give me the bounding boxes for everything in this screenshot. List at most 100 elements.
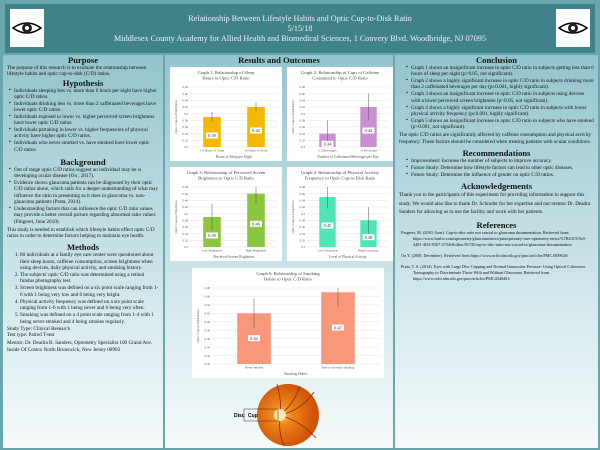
hypothesis-section: Hypothesis Individuals sleeping less vs.… [3,78,163,153]
chart-title-line2: Frequency to Optic Cup-to-Disk Ratio [305,176,376,181]
conclusion-item: Graph 1 shows an insignificant increase … [406,65,594,78]
y-tick-label: 0.32 [182,239,188,243]
conclusion-section: Conclusion Graph 1 shows an insignifican… [395,55,598,145]
hypothesis-item: Individuals who never smoked vs. have sm… [9,140,159,153]
y-tick-label: 0.4 [184,212,188,216]
graph-2-caffeine: Graph 2: Relationship of Cups of Caffein… [287,67,393,161]
background-text: This study is needed to establish which … [7,226,155,240]
y-tick-label: 0.48 [182,185,188,189]
hypothesis-item: Individuals partaking in lower vs. highe… [9,127,159,140]
data-label-bg [250,127,262,134]
y-axis-label: Optic Cup-to-Disk Ratio [291,200,295,234]
y-tick-label: 0.36 [299,125,305,129]
x-tick-label: ≤ 2 Beverages [318,149,337,153]
bar [203,217,221,247]
eye-logo-left [10,9,44,47]
hypothesis-item: Individuals sleeping less vs. more than … [9,88,159,101]
recommendation-item: Future Study: Determine the influence of… [406,172,594,179]
data-label: 0.47 [334,325,342,330]
mentor-info: Mentor: Dr. Deadra R. Sanders, Optometry… [7,340,152,353]
y-tick-label: 0.3 [184,145,188,149]
chart-title-line1: Graph 1: Relationship of Sleep [198,70,256,75]
x-axis-label: Hours of Sleep per Night [216,155,252,159]
y-tick-label: 0.32 [299,139,305,143]
y-tick-label: 0.32 [182,139,188,143]
recommendations-heading: Recommendations [462,147,531,158]
method-step: 80 individuals at a family eye care cent… [20,252,159,271]
data-label: 0.42 [252,128,260,133]
y-tick-label: 0.32 [299,239,305,243]
method-step: Smoking was defined on a 4 point scale r… [20,312,159,325]
cup-label: Cup [248,413,258,419]
background-item: Out of range optic C/D ratios suggest an… [9,167,159,180]
y-tick-label: 0.38 [299,219,305,223]
graph-4-physical-activity: Graph 4: Relationship of Physical Activi… [287,167,393,261]
purpose-text: The purpose of this research is to evalu… [7,65,147,78]
hypothesis-heading: Hypothesis [62,77,104,88]
data-label-bg [321,140,334,147]
x-tick-label: Never smoked [245,366,264,370]
y-tick-label: 0.4 [184,112,188,116]
y-tick-label: 0.34 [182,232,188,236]
data-label-bg [332,324,344,331]
y-tick-label: 0.34 [299,232,305,236]
hypothesis-item: Individuals drinking less vs. more than … [9,101,159,114]
y-tick-label: 0.42 [299,105,305,109]
eye-icon [558,22,588,34]
conclusion-text: The optic C/D ratios are significantly a… [399,132,591,145]
y-tick-label: 0.32 [204,354,210,358]
x-axis-label: Smoking Habits [284,372,308,376]
x-tick-label: High Frequency [358,249,379,253]
conclusion-heading: Conclusion [475,55,518,65]
y-tick-label: 0.3 [301,145,305,149]
x-tick-label: ≤ 6 Hours of Sleep [200,149,224,153]
y-tick-label: 0.48 [299,85,305,89]
y-tick-label: 0.44 [299,199,305,203]
y-tick-label: 0.42 [299,205,305,209]
x-tick-label: Low Brightness [202,249,223,253]
reference-entry: Fingeret, M. (2010, June). Cup-to-disc r… [401,229,587,247]
y-tick-label: 0.46 [182,92,188,96]
y-tick-label: 0.4 [301,112,305,116]
recommendations-section: Recommendations Improvement: Increase th… [395,148,598,178]
purpose-heading: Purpose [67,55,99,65]
y-tick-label: 0.34 [299,132,305,136]
data-label: 0.46 [252,222,260,227]
purpose-section: Purpose The purpose of this research is … [3,55,163,78]
data-label-bg [362,234,375,241]
fundus-photo: Disc Cup [234,383,319,447]
y-axis-label: Optic Cup-to-Disk Ratio [196,309,200,343]
chart-title-line1: Graph 4: Relationship of Physical Activi… [301,170,380,175]
data-label-bg [248,335,260,342]
y-tick-label: 0.44 [182,99,188,103]
results-heading: Results and Outcomes [238,55,320,65]
data-label-bg [250,220,262,227]
bar [319,197,336,247]
acknowledgements-heading: Acknowledgements [460,181,533,192]
bar [203,117,221,147]
y-tick-label: 0.46 [204,295,210,299]
y-tick-label: 0.36 [204,337,210,341]
data-label: 0.34 [324,142,332,147]
y-tick-label: 0.34 [204,345,210,349]
chart-title-line2: Habits to Optic C/D Ratio [264,277,313,282]
y-tick-label: 0.42 [204,312,210,316]
chart-title-line1: Graph 2: Relationship of Cups of Caffein… [301,70,379,75]
data-label-bg [321,222,334,229]
y-tick-label: 0.48 [182,85,188,89]
y-tick-label: 0.46 [182,192,188,196]
y-tick-label: 0.38 [182,119,188,123]
data-label-bg [206,132,218,139]
background-item: Understanding factors that can influence… [9,206,159,225]
recommendation-item: Future Study: Determine how lifestyle fa… [406,165,594,172]
y-tick-label: 0.4 [301,212,305,216]
hypothesis-item: Individuals exposed to lower vs. higher … [9,114,159,127]
y-tick-label: 0.30 [204,362,210,366]
references-heading: References [476,219,517,230]
acknowledgements-section: Acknowledgements Thank you to the partic… [395,181,598,217]
method-step: Physical activity frequency was defined … [20,299,159,312]
y-tick-label: 0.48 [299,185,305,189]
y-tick-label: 0.48 [204,286,210,290]
